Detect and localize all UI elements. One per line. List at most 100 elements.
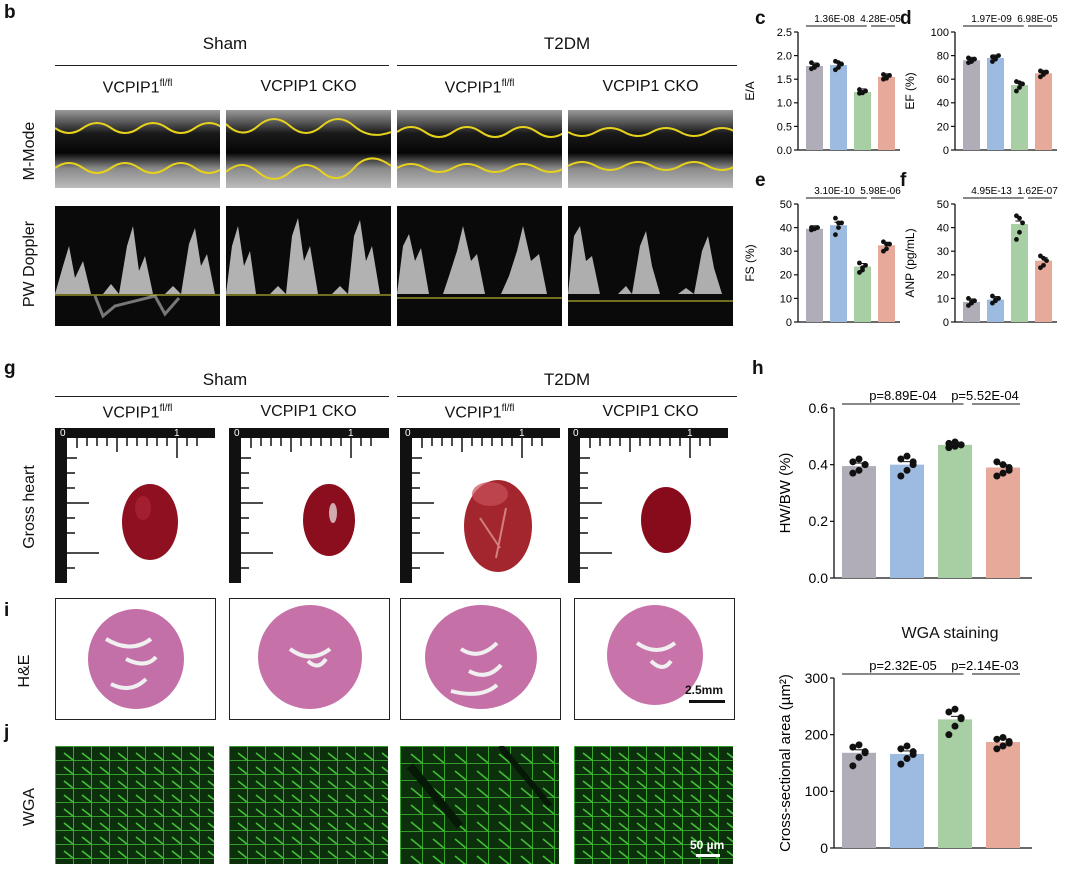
- y-tick-label: 30: [780, 246, 792, 258]
- bar: [878, 245, 895, 322]
- bar: [854, 91, 871, 150]
- column-label-cko: VCPIP1 CKO: [260, 403, 357, 420]
- pw-doppler-image: [226, 206, 391, 326]
- y-axis-label: HW/BW (%): [777, 453, 794, 534]
- row-label-mmode: M-Mode: [21, 121, 38, 181]
- data-point: [809, 60, 814, 66]
- data-point: [909, 458, 917, 466]
- y-axis-label: Cross-sectional area (µm²): [777, 674, 794, 852]
- panel-label-c: c: [755, 8, 766, 29]
- y-tick-label: 100: [805, 783, 829, 799]
- pw-doppler-image: [55, 206, 220, 326]
- y-tick-label: 0.2: [809, 513, 829, 529]
- data-point: [1017, 229, 1022, 235]
- data-point: [849, 469, 857, 477]
- data-point: [833, 232, 838, 238]
- bar: [987, 57, 1004, 150]
- chart-wga: 0 100 200 300 Cross-sectional area (µm²) p=2.…: [777, 658, 1032, 856]
- p-value-label: 5.98E-06: [860, 186, 901, 197]
- data-point: [993, 472, 1001, 480]
- data-point: [836, 220, 841, 226]
- column-label-flfl: VCPIP1fl/fl: [102, 403, 173, 422]
- y-tick-label: 0: [820, 840, 828, 856]
- y-tick-label: 60: [937, 74, 949, 86]
- panel-label-j: j: [4, 722, 10, 743]
- data-point: [903, 742, 911, 750]
- wga-scalebar: [696, 854, 720, 857]
- he-section: [55, 598, 216, 720]
- data-point: [999, 461, 1007, 469]
- he-section: 2.5mm: [574, 598, 735, 720]
- y-tick-label: 80: [937, 50, 949, 62]
- gross-heart-photo: 0 1: [400, 428, 560, 583]
- he-scalebar: [689, 700, 725, 703]
- gross-heart-photo: 0 1: [55, 428, 215, 583]
- y-tick-label: 0: [943, 145, 949, 157]
- bar: [1011, 85, 1028, 150]
- group-label-sham-g: Sham: [202, 370, 248, 389]
- panel-label-h: h: [752, 358, 764, 379]
- data-point: [945, 439, 953, 447]
- ruler-label-one: 1: [519, 428, 525, 439]
- group-line-sham-b: [55, 65, 389, 66]
- wga-image: [229, 746, 388, 864]
- p-value-label: 6.98E-05: [1017, 14, 1058, 25]
- row-label-pw-doppler: PW Doppler: [21, 220, 38, 308]
- y-tick-label: 10: [937, 293, 949, 305]
- ruler-label-one: 1: [348, 428, 354, 439]
- data-point: [812, 226, 817, 232]
- y-tick-label: 40: [937, 222, 949, 234]
- bar: [890, 753, 924, 848]
- chart-ef: 0 20 40 60 80 100 EF (%) 1.97E-09 6.98E-05: [903, 14, 1058, 157]
- row-label-wga: WGA: [21, 787, 38, 827]
- row-label-he: H&E: [16, 654, 33, 688]
- bar: [1035, 73, 1052, 150]
- data-point: [897, 472, 905, 480]
- data-point: [1005, 739, 1013, 747]
- bar: [842, 466, 876, 578]
- data-point: [897, 760, 905, 768]
- chart-title-wga: WGA staining: [901, 625, 999, 642]
- y-tick-label: 50: [780, 199, 792, 211]
- he-scalebar-label: 2.5mm: [685, 683, 724, 697]
- data-point: [897, 745, 905, 753]
- data-point: [957, 715, 965, 723]
- bar: [830, 225, 847, 322]
- y-tick-label: 0.4: [809, 457, 829, 473]
- y-axis-label: E/A: [743, 81, 757, 100]
- y-tick-label: 40: [937, 98, 949, 110]
- y-tick-label: 0.5: [777, 121, 792, 133]
- group-line-t2dm-b: [397, 65, 737, 66]
- y-tick-label: 0.0: [809, 570, 829, 586]
- y-axis-label: FS (%): [743, 244, 757, 281]
- p-value-label: 1.62E-07: [1017, 186, 1058, 197]
- mmode-image: [568, 110, 733, 188]
- data-point: [1014, 237, 1019, 242]
- data-point: [855, 455, 863, 463]
- data-point: [966, 296, 971, 301]
- y-tick-label: 100: [931, 27, 949, 39]
- bar: [806, 65, 823, 150]
- y-tick-label: 2.0: [777, 50, 792, 62]
- ruler-label-one: 1: [174, 428, 180, 439]
- bar: [830, 65, 847, 150]
- data-point: [993, 458, 1001, 466]
- wga-image: [400, 746, 559, 864]
- wga-scalebar-label: 50 µm: [690, 838, 725, 852]
- data-point: [957, 441, 965, 449]
- column-label-flfl: VCPIP1fl/fl: [102, 78, 173, 97]
- p-value-label: p=2.14E-03: [951, 658, 1019, 673]
- ruler-label-one: 1: [687, 428, 693, 439]
- ruler-label-zero: 0: [234, 428, 240, 439]
- data-point: [857, 260, 862, 266]
- data-point: [849, 458, 857, 466]
- data-point: [903, 452, 911, 460]
- y-tick-label: 10: [780, 293, 792, 305]
- data-point: [836, 60, 841, 66]
- bar: [986, 742, 1020, 848]
- data-point: [861, 461, 869, 469]
- data-point: [993, 735, 1001, 743]
- chart-fs: 0 10 20 30 40 50 FS (%) 3.10E-10 5.98E-06: [743, 186, 901, 329]
- y-tick-label: 1.5: [777, 74, 792, 86]
- gross-heart-photo: 0 1: [229, 428, 389, 583]
